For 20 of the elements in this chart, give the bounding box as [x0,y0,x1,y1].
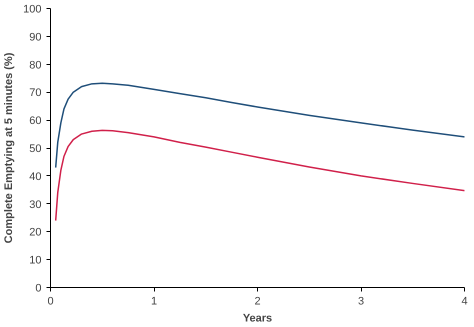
y-tick-label: 60 [29,115,42,128]
line-series [54,130,464,222]
x-tick-label: 1 [150,296,158,308]
x-axis-title: Years [242,312,272,324]
x-tick-label: 0 [47,296,54,308]
y-tick-label: 40 [29,170,42,183]
y-tick-label: 10 [29,254,42,267]
y-tick-label: 0 [35,282,42,294]
x-tick-label: 4 [461,296,468,308]
y-tick-label: 80 [29,59,42,72]
y-tick-label: 20 [29,226,42,239]
x-tick-label: 2 [254,296,261,308]
y-tick-label: 50 [29,143,42,155]
line-series [54,82,464,168]
y-tick-label: 70 [29,87,42,100]
y-tick-label: 30 [29,198,42,211]
y-tick-label: 90 [29,31,42,44]
y-tick-label: 100 [23,4,42,16]
y-axis-title: Complete Emptying at 5 minutes (%) [3,52,16,244]
x-tick-label: 3 [358,296,364,308]
